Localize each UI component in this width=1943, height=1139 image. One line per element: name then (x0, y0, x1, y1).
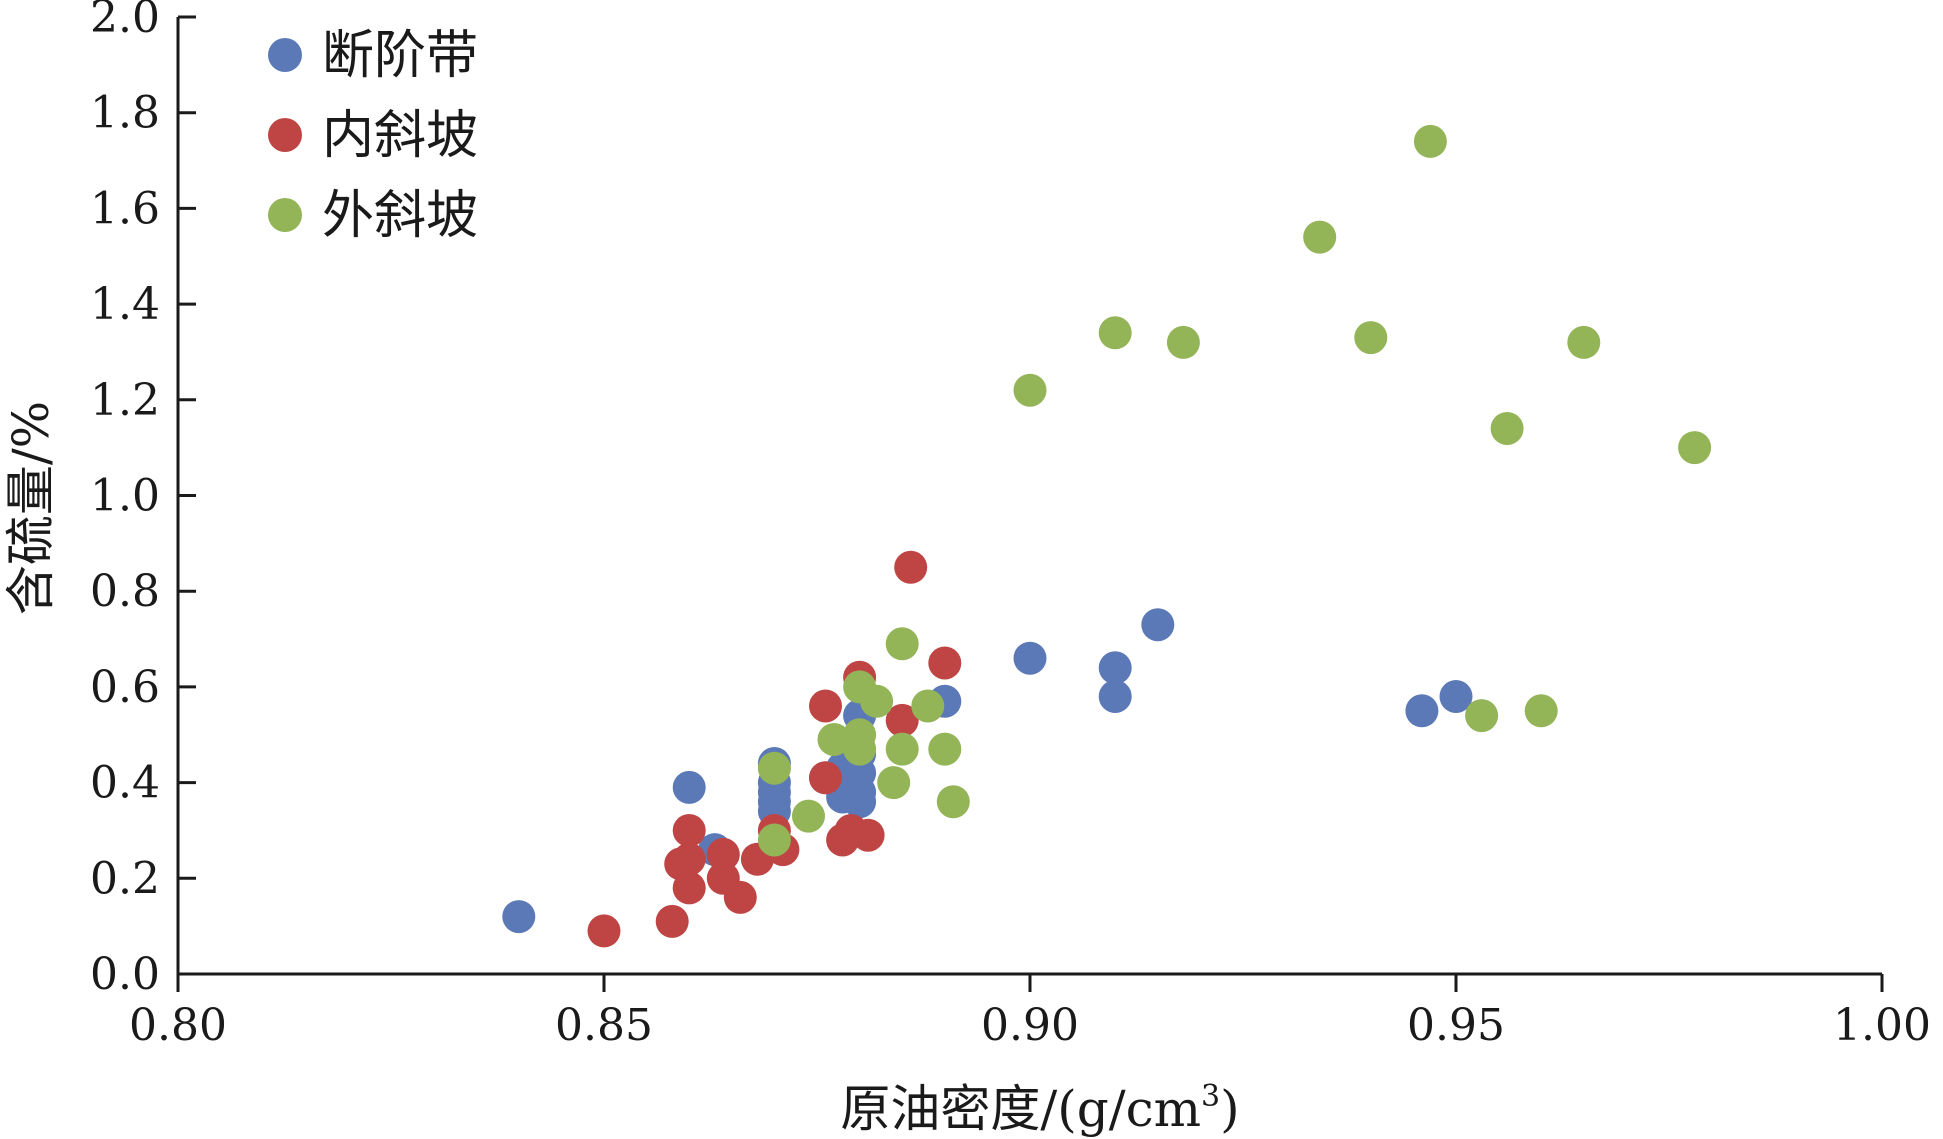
data-point-2-9 (723, 880, 757, 914)
legend-label-3: 外斜坡 (322, 186, 478, 246)
x-axis-title: 原油密度/(g/cm3) (840, 1079, 1239, 1138)
data-point-3-22 (1490, 412, 1524, 445)
data-point-3-11 (885, 732, 919, 766)
data-point-1-1 (502, 900, 536, 934)
svg-text:原油密度/(g/cm3): 原油密度/(g/cm3) (840, 1079, 1239, 1138)
data-point-1-22 (1141, 608, 1175, 642)
data-point-1-24 (1439, 680, 1473, 713)
x-tick-label-1: 0.80 (129, 1000, 227, 1051)
x-tick-label-2: 0.85 (555, 1000, 653, 1051)
data-point-3-16 (1098, 316, 1132, 350)
y-tick-label-2: 0.2 (90, 853, 160, 904)
x-tick-label-3: 0.90 (981, 1000, 1079, 1051)
data-point-2-7 (706, 837, 740, 871)
legend-marker-1 (268, 38, 302, 72)
data-point-3-18 (1303, 220, 1337, 254)
data-point-3-23 (1524, 694, 1558, 728)
data-point-3-13 (928, 732, 962, 766)
y-tick-label-3: 0.4 (90, 758, 160, 809)
x-axis-title-superscript: 3 (1201, 1079, 1220, 1114)
data-point-3-3 (792, 799, 825, 833)
legend-label-1: 断阶带 (322, 26, 478, 86)
data-point-3-9 (877, 766, 911, 800)
data-point-1-17 (843, 785, 877, 819)
data-point-1-21 (1098, 680, 1132, 713)
series-3 (757, 124, 1712, 857)
y-tick-label-10: 1.8 (90, 88, 160, 139)
y-axis-title: 含硫量/% (2, 401, 60, 615)
data-point-2-4 (672, 814, 706, 847)
x-tick-label-5: 1.00 (1833, 1000, 1931, 1051)
data-point-3-19 (1354, 321, 1388, 355)
data-point-3-10 (885, 627, 919, 661)
data-point-2-21 (928, 646, 962, 680)
y-tick-label-6: 1.0 (90, 471, 160, 522)
data-point-1-23 (1405, 694, 1439, 728)
data-point-3-14 (936, 785, 970, 819)
data-point-3-24 (1567, 325, 1601, 359)
data-point-3-1 (757, 751, 791, 785)
legend-marker-2 (268, 118, 302, 152)
data-point-2-20 (894, 550, 928, 584)
x-axis-title-text: 原油密度/(g/cm (840, 1080, 1201, 1138)
data-point-1-19 (1013, 641, 1047, 675)
data-point-3-12 (911, 689, 945, 723)
data-point-1-20 (1098, 651, 1132, 685)
data-point-3-4 (817, 723, 851, 756)
y-tick-label-11: 2.0 (90, 0, 160, 43)
data-point-3-21 (1465, 699, 1499, 733)
data-point-2-14 (809, 689, 842, 723)
plot-area: 0.0 0.2 0.4 0.6 0.8 1.0 1.2 1.4 1.6 1.8 2.0 0.80 0.8… (90, 0, 1931, 1051)
data-point-3-17 (1166, 325, 1200, 359)
data-point-2-1 (587, 914, 621, 948)
data-point-3-25 (1678, 431, 1712, 465)
y-tick-label-7: 1.2 (90, 375, 160, 426)
y-tick-label-5: 0.8 (90, 566, 160, 617)
series-1 (502, 608, 1473, 934)
legend-label-2: 内斜坡 (322, 106, 478, 166)
legend-marker-3 (268, 198, 302, 232)
data-point-2-5 (672, 842, 706, 876)
data-point-3-15 (1013, 373, 1047, 407)
data-point-2-19 (885, 703, 919, 737)
data-point-3-7 (843, 732, 877, 766)
y-tick-label-4: 0.6 (90, 662, 160, 713)
y-tick-label-1: 0.0 (90, 949, 160, 1000)
x-axis-title-close: ) (1220, 1080, 1240, 1138)
data-point-3-20 (1413, 124, 1447, 158)
x-tick-label-4: 0.95 (1407, 1000, 1505, 1051)
data-point-2-6 (672, 871, 706, 905)
data-point-3-2 (757, 823, 791, 857)
data-point-2-18 (851, 818, 885, 852)
y-tick-label-8: 1.4 (90, 279, 160, 330)
y-tick-label-9: 1.6 (90, 183, 160, 234)
data-point-2-2 (655, 904, 689, 938)
data-point-3-8 (860, 684, 894, 718)
data-point-1-2 (672, 770, 706, 804)
data-point-2-13 (809, 761, 842, 795)
